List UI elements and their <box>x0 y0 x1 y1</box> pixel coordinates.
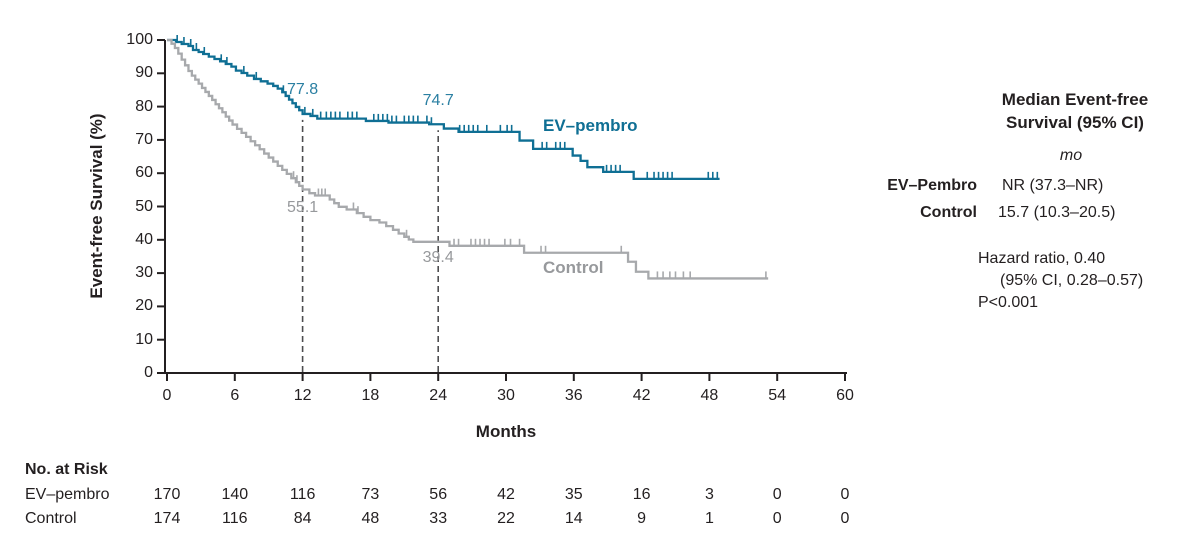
series-label-ev-pembro: EV–pembro <box>543 116 638 135</box>
stats-panel-header-line1: Median Event-free <box>1001 90 1149 109</box>
risk-count: 33 <box>429 510 448 527</box>
risk-count: 1 <box>704 510 714 527</box>
x-tick-label-60: 60 <box>836 387 854 404</box>
stats-panel-header-line2: Survival (95% CI) <box>1006 113 1144 132</box>
risk-count: 16 <box>632 486 651 503</box>
risk-table-title: No. at Risk <box>25 461 108 478</box>
risk-count: 9 <box>637 510 647 527</box>
x-tick-label-54: 54 <box>768 387 787 404</box>
series-label-control: Control <box>543 258 604 277</box>
x-tick-label-12: 12 <box>293 387 312 404</box>
risk-count: 0 <box>772 510 782 527</box>
y-axis-title: Event-free Survival (%) <box>87 113 106 299</box>
risk-count: 140 <box>221 486 249 503</box>
hazard-ratio-line1: Hazard ratio, 0.40 <box>978 250 1106 267</box>
x-tick-label-6: 6 <box>230 387 240 404</box>
risk-count: 116 <box>222 510 248 527</box>
x-tick-label-18: 18 <box>361 387 380 404</box>
hazard-ratio-line2: (95% CI, 0.28–0.57) <box>1000 272 1144 289</box>
y-tick-label-100: 100 <box>126 31 153 48</box>
y-tick-label-90: 90 <box>135 64 153 82</box>
y-tick-label-20: 20 <box>135 297 153 315</box>
stats-row-value-control: 15.7 (10.3–20.5) <box>998 204 1116 221</box>
annotation-ev_pembro-month-12: 77.8 <box>287 81 319 98</box>
risk-count: 42 <box>497 486 515 503</box>
risk-count: 84 <box>293 510 312 527</box>
annotation-control-month-24: 39.4 <box>422 249 454 266</box>
y-tick-label-70: 70 <box>135 130 153 148</box>
x-tick-label-0: 0 <box>162 387 172 404</box>
risk-row-label-control: Control <box>25 510 77 527</box>
y-tick-label-10: 10 <box>135 330 153 348</box>
risk-count: 0 <box>772 486 782 503</box>
risk-count: 116 <box>289 486 316 503</box>
x-tick-label-24: 24 <box>429 387 448 404</box>
risk-count: 56 <box>429 486 448 503</box>
stats-row-label-control: Control <box>920 204 977 221</box>
risk-count: 174 <box>153 510 181 527</box>
x-tick-label-48: 48 <box>700 387 719 404</box>
x-tick-label-30: 30 <box>497 387 515 404</box>
risk-count: 0 <box>840 510 850 527</box>
risk-count: 22 <box>497 510 515 527</box>
annotation-ev_pembro-month-24: 74.7 <box>422 92 454 109</box>
stats-panel-unit: mo <box>1059 147 1083 164</box>
risk-count: 170 <box>153 486 181 503</box>
annotation-control-month-12: 55.1 <box>287 199 319 216</box>
p-value: P<0.001 <box>978 294 1039 311</box>
risk-count: 73 <box>361 486 380 503</box>
risk-count: 48 <box>361 510 380 527</box>
risk-count: 14 <box>564 510 583 527</box>
y-tick-label-0: 0 <box>144 364 153 381</box>
risk-count: 35 <box>564 486 583 503</box>
stats-row-label-ev-pembro: EV–Pembro <box>887 177 977 194</box>
curve-control <box>167 38 769 280</box>
y-tick-label-40: 40 <box>135 230 153 248</box>
survival-curves <box>167 34 769 280</box>
x-axis-title: Months <box>475 422 537 441</box>
plot-axes <box>157 39 847 381</box>
dashed-reference-lines <box>301 119 440 372</box>
y-tick-label-80: 80 <box>135 97 153 115</box>
y-tick-label-30: 30 <box>135 264 153 282</box>
y-tick-label-60: 60 <box>135 164 153 182</box>
y-tick-label-50: 50 <box>135 197 153 215</box>
stats-row-value-ev-pembro: NR (37.3–NR) <box>1002 177 1104 194</box>
x-tick-label-36: 36 <box>564 387 583 404</box>
risk-row-label-ev-pembro: EV–pembro <box>25 486 110 503</box>
x-tick-label-42: 42 <box>632 387 651 404</box>
risk-count: 3 <box>704 486 714 503</box>
risk-count: 0 <box>840 486 850 503</box>
